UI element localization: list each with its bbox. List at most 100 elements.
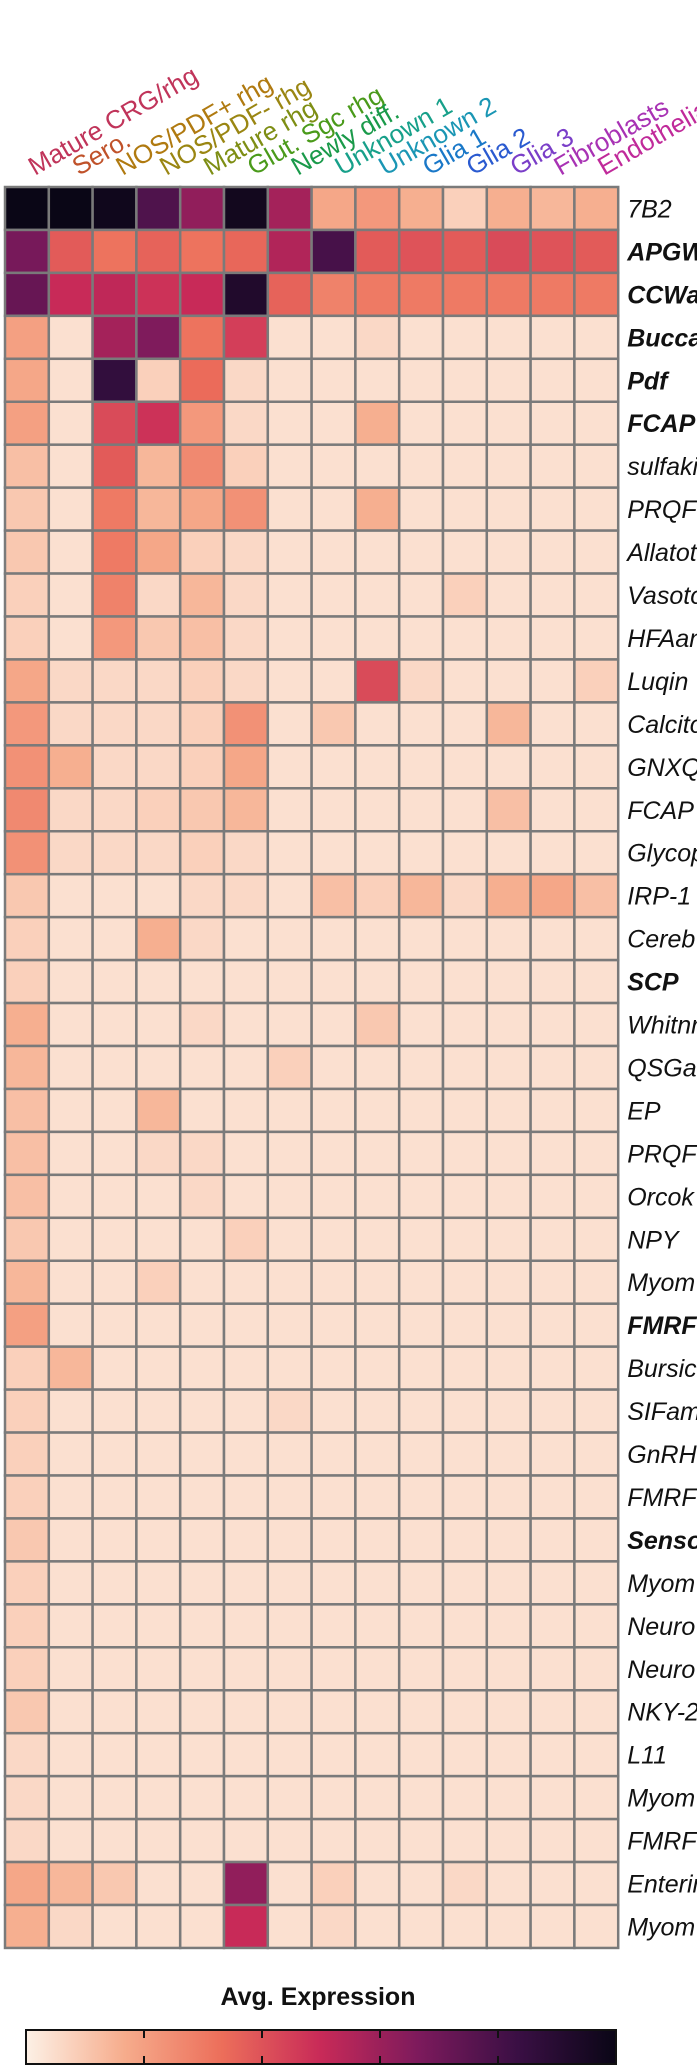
heatmap-cell: [354, 400, 401, 446]
heatmap-cell: [354, 830, 401, 876]
row-label: 7B2: [627, 196, 672, 224]
heatmap-cell: [47, 1817, 94, 1864]
heatmap-cell: [485, 1087, 532, 1134]
row-label: NKY-2: [627, 1699, 697, 1727]
heatmap-cell: [91, 958, 138, 1005]
heatmap-cell: [266, 1517, 313, 1563]
heatmap-cell: [485, 400, 532, 446]
heatmap-cell: [91, 1087, 138, 1134]
heatmap-cell: [485, 1130, 532, 1177]
heatmap-cell: [47, 1603, 94, 1649]
heatmap-cell: [222, 915, 270, 962]
heatmap-cell: [397, 400, 445, 446]
heatmap-cell: [178, 443, 226, 489]
heatmap-cell: [529, 1774, 576, 1821]
heatmap-cell: [441, 228, 489, 275]
heatmap-cell: [485, 1388, 532, 1434]
heatmap-cell: [441, 915, 489, 962]
heatmap-cell: [222, 228, 270, 275]
heatmap-cell: [222, 1216, 270, 1263]
heatmap-cell: [310, 1173, 357, 1220]
heatmap-cell: [573, 701, 620, 747]
heatmap-cell: [135, 658, 182, 704]
heatmap-cell: [91, 915, 138, 962]
row-label: Glycop: [627, 840, 697, 868]
heatmap-cell: [485, 357, 532, 403]
heatmap-cell: [573, 486, 620, 532]
heatmap-cell: [178, 1431, 226, 1477]
heatmap-cell: [397, 1603, 445, 1649]
heatmap-cell: [266, 744, 313, 790]
heatmap-cell: [135, 787, 182, 833]
heatmap-cell: [266, 915, 313, 962]
heatmap-cell: [529, 228, 576, 275]
heatmap-cell: [135, 1216, 182, 1263]
heatmap-cell: [3, 1302, 51, 1348]
heatmap-cell: [441, 701, 489, 747]
heatmap-cell: [485, 228, 532, 275]
heatmap-cell: [91, 744, 138, 790]
heatmap-cell: [178, 1774, 226, 1821]
heatmap-cell: [441, 1817, 489, 1864]
heatmap-cell: [91, 787, 138, 833]
heatmap-cell: [310, 1689, 357, 1735]
heatmap-cell: [573, 1345, 620, 1391]
heatmap-cell: [266, 1560, 313, 1606]
heatmap-cell: [178, 572, 226, 618]
heatmap-cell: [529, 271, 576, 318]
heatmap-cell: [266, 314, 313, 361]
heatmap-cell: [222, 400, 270, 446]
heatmap-cell: [178, 1044, 226, 1091]
heatmap-cell: [354, 744, 401, 790]
heatmap-cell: [135, 830, 182, 876]
heatmap-cell: [529, 572, 576, 618]
heatmap-cell: [485, 658, 532, 704]
row-label: Neuro: [627, 1613, 695, 1641]
heatmap-cell: [485, 1431, 532, 1477]
heatmap-cell: [397, 1001, 445, 1048]
heatmap-cell: [135, 529, 182, 575]
heatmap-cell: [47, 314, 94, 361]
heatmap-cell: [222, 1860, 270, 1907]
heatmap-cell: [441, 529, 489, 575]
heatmap-cell: [135, 486, 182, 532]
heatmap-cell: [266, 1474, 313, 1520]
heatmap-cell: [266, 1302, 313, 1348]
heatmap-cell: [3, 1817, 51, 1864]
heatmap-cell: [91, 1388, 138, 1434]
heatmap-cell: [573, 1860, 620, 1907]
heatmap-cell: [529, 1345, 576, 1391]
heatmap-cell: [266, 1388, 313, 1434]
row-label: EP: [627, 1097, 661, 1125]
heatmap-cell: [178, 1216, 226, 1263]
heatmap-cell: [573, 572, 620, 618]
heatmap-cell: [266, 1817, 313, 1864]
heatmap-cell: [222, 1302, 270, 1348]
heatmap-cell: [485, 271, 532, 318]
heatmap-cell: [529, 1560, 576, 1606]
heatmap-cell: [3, 1774, 51, 1821]
heatmap-cell: [573, 1173, 620, 1220]
heatmap-cell: [91, 1173, 138, 1220]
heatmap-cell: [178, 529, 226, 575]
heatmap-cell: [573, 228, 620, 275]
row-label: Luqin: [627, 668, 688, 696]
heatmap-cell: [397, 1560, 445, 1606]
heatmap-cell: [397, 1817, 445, 1864]
heatmap-cell: [178, 1345, 226, 1391]
heatmap-cell: [441, 486, 489, 532]
heatmap-cell: [310, 1731, 357, 1778]
heatmap-cell: [485, 1001, 532, 1048]
heatmap-cell: [47, 1087, 94, 1134]
heatmap-cell: [485, 1345, 532, 1391]
heatmap-cell: [91, 1517, 138, 1563]
heatmap-cell: [3, 1689, 51, 1735]
heatmap-cell: [529, 1817, 576, 1864]
heatmap-cell: [222, 658, 270, 704]
heatmap-cell: [91, 271, 138, 318]
heatmap-cell: [3, 1259, 51, 1305]
heatmap-cell: [441, 271, 489, 318]
heatmap-cell: [529, 1388, 576, 1434]
heatmap-cell: [485, 1216, 532, 1263]
heatmap-cell: [485, 1517, 532, 1563]
